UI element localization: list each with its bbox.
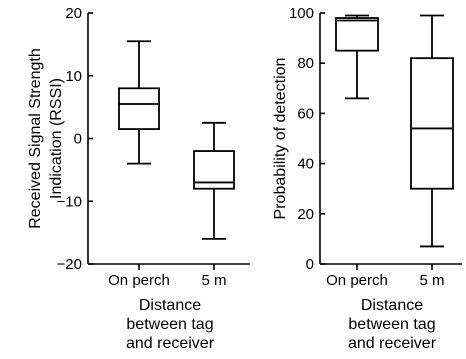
y-tick-label: 60 bbox=[297, 105, 314, 122]
x-tick-label: On perch bbox=[108, 272, 170, 289]
rssi-panel: −20 −10 0 10 20 On perch 5 m Received Signal St… bbox=[27, 5, 250, 352]
y-axis-title: Received Signal Strength bbox=[27, 48, 44, 229]
detection-probability-panel: 0 20 40 60 80 100 On perch 5 m Probability of de… bbox=[272, 5, 462, 352]
y-tick-label: 100 bbox=[289, 5, 314, 22]
x-axis-title: and receiver bbox=[126, 335, 215, 352]
interquartile-box bbox=[118, 87, 160, 130]
x-axis-title: between tag bbox=[348, 316, 435, 333]
x-tick-label: 5 m bbox=[419, 272, 444, 289]
box-on-perch bbox=[118, 40, 160, 165]
y-tick-label: 10 bbox=[65, 68, 82, 85]
y-tick-label: 0 bbox=[74, 131, 82, 148]
y-tick-label: 40 bbox=[297, 156, 314, 173]
x-axis-title: between tag bbox=[126, 316, 213, 333]
interquartile-box bbox=[410, 57, 454, 190]
x-axis-title: and receiver bbox=[348, 335, 437, 352]
y-tick-label: −20 bbox=[57, 256, 82, 273]
y-tick-label: −10 bbox=[57, 193, 82, 210]
y-tick-label: 0 bbox=[306, 256, 314, 273]
box-5m bbox=[193, 121, 235, 240]
interquartile-box bbox=[193, 150, 235, 190]
x-axis-title: Distance bbox=[139, 297, 201, 314]
y-tick-label: 20 bbox=[297, 206, 314, 223]
interquartile-box bbox=[335, 17, 379, 52]
x-tick-label: On perch bbox=[326, 272, 388, 289]
y-axis-title: Indication (RSSI) bbox=[48, 78, 65, 199]
y-tick-label: 80 bbox=[297, 55, 314, 72]
y-tick-label: 20 bbox=[65, 5, 82, 22]
box-on-perch bbox=[335, 14, 379, 100]
x-tick-label: 5 m bbox=[201, 272, 226, 289]
x-axis-title: Distance bbox=[361, 297, 423, 314]
y-axis-title: Probability of detection bbox=[272, 58, 289, 220]
box-5m bbox=[410, 14, 454, 248]
